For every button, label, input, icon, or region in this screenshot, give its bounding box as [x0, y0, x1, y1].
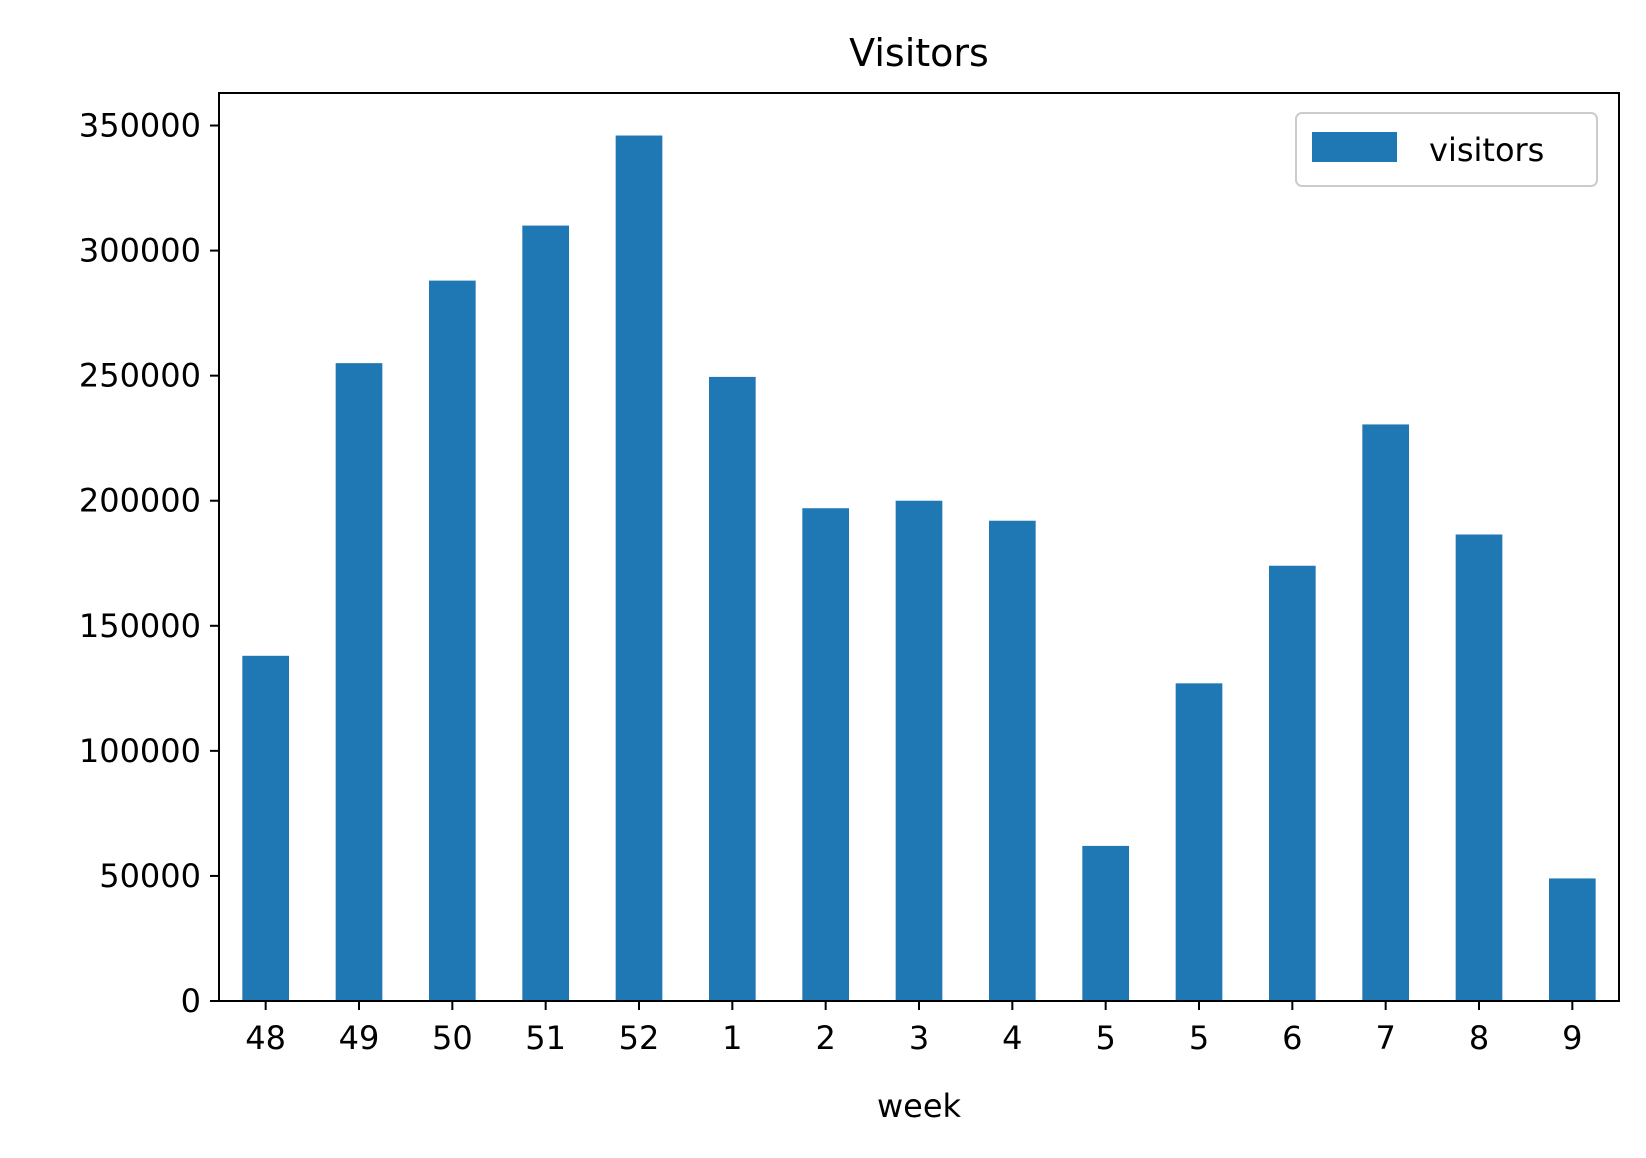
- bar-13: [1455, 534, 1503, 1001]
- y-tick-label: 200000: [79, 482, 201, 520]
- legend-swatch: [1312, 132, 1397, 162]
- bar-12: [1362, 424, 1409, 1001]
- y-tick-label: 300000: [79, 232, 201, 270]
- bar-8: [989, 520, 1036, 1001]
- x-tick-label: 52: [619, 1019, 660, 1057]
- y-tick-label: 250000: [79, 357, 201, 395]
- x-tick-label: 49: [339, 1019, 380, 1057]
- x-tick-label: 5: [1189, 1019, 1209, 1057]
- y-tick-label: 0: [181, 982, 201, 1020]
- legend-label: visitors: [1429, 131, 1544, 169]
- x-tick-label: 9: [1562, 1019, 1582, 1057]
- x-tick-label: 8: [1469, 1019, 1489, 1057]
- x-tick-label: 2: [815, 1019, 835, 1057]
- bar-11: [1269, 565, 1316, 1001]
- x-tick-label: 50: [432, 1019, 473, 1057]
- bar-3: [522, 225, 569, 1001]
- bar-6: [802, 508, 849, 1001]
- legend-box: [1295, 112, 1598, 187]
- bar-14: [1549, 878, 1596, 1001]
- x-tick-label: 48: [245, 1019, 286, 1057]
- chart-title: Visitors: [849, 31, 989, 75]
- x-axis-label: week: [877, 1087, 962, 1125]
- bar-1: [335, 363, 383, 1001]
- y-tick-label: 50000: [99, 857, 201, 895]
- bar-9: [1082, 845, 1129, 1001]
- bar-4: [615, 135, 663, 1001]
- bar-0: [242, 655, 289, 1001]
- bars-group: [242, 135, 1596, 1002]
- x-axis: 48 49 50 51 52 1 2 3 4 5 5 6 7 8 9: [245, 1001, 1583, 1057]
- y-tick-label: 150000: [79, 607, 201, 645]
- y-tick-label: 100000: [79, 732, 201, 770]
- y-axis: 0 50000 100000 150000 200000 250000 300000 3500…: [79, 107, 219, 1020]
- x-tick-label: 1: [722, 1019, 742, 1057]
- legend: visitors: [1295, 112, 1598, 187]
- x-tick-label: 4: [1002, 1019, 1022, 1057]
- plot-frame: [218, 92, 1620, 1002]
- x-tick-label: 51: [525, 1019, 566, 1057]
- y-tick-label: 350000: [79, 107, 201, 145]
- x-tick-label: 5: [1095, 1019, 1115, 1057]
- x-tick-label: 7: [1375, 1019, 1395, 1057]
- x-tick-label: 3: [909, 1019, 929, 1057]
- bar-10: [1175, 683, 1223, 1001]
- bar-7: [895, 500, 943, 1001]
- x-tick-label: 6: [1282, 1019, 1302, 1057]
- bar-2: [429, 280, 476, 1002]
- bar-5: [709, 376, 756, 1001]
